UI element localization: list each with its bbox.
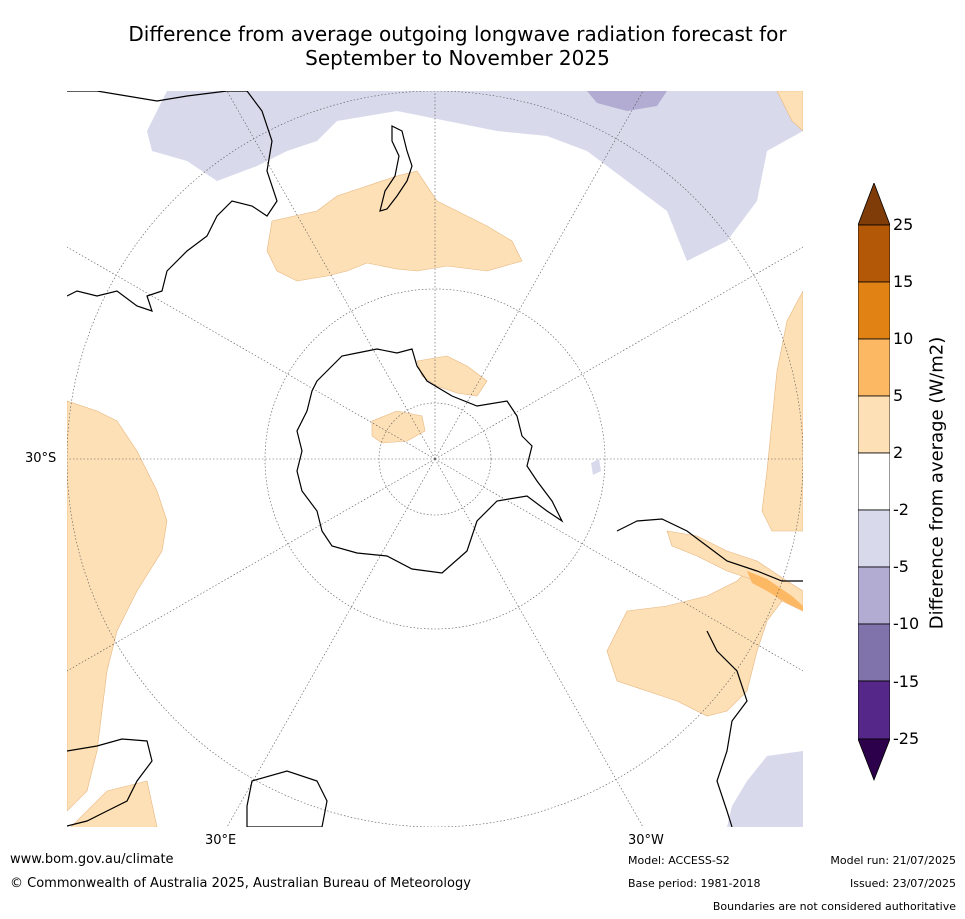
colorbar-tick: 10 <box>893 329 914 348</box>
colorbar-extend-top <box>858 183 890 226</box>
anomaly-region-antarctic-coast <box>371 410 426 444</box>
base-period-text: Base period: 1981-2018 <box>628 877 761 890</box>
colorbar-tick: -5 <box>893 557 909 576</box>
lon-label-30e: 30°E <box>205 833 237 848</box>
meridian-9 <box>434 458 803 672</box>
colorbar-band-15-25 <box>858 224 890 283</box>
colorbar-band-m15-m25 <box>858 680 890 740</box>
colorbar-tick: -25 <box>893 729 920 748</box>
polar-map <box>67 91 803 827</box>
lon-label-30w: 30°W <box>628 833 664 848</box>
colorbar-title: Difference from average (W/m2) <box>926 336 948 630</box>
anomaly-region-southeast-purple <box>727 751 803 827</box>
anomaly-region-west-indian <box>67 400 168 812</box>
model-run-text: Model run: 21/07/2025 <box>830 854 956 867</box>
title-line-2: September to November 2025 <box>305 46 610 70</box>
meridian-7 <box>434 246 803 460</box>
anomaly-region-tasman <box>266 170 523 282</box>
meridian-4 <box>226 91 436 460</box>
colorbar-tick: 25 <box>893 215 914 234</box>
copyright-text: © Commonwealth of Australia 2025, Austra… <box>10 876 471 891</box>
colorbar-band-m2-m5 <box>858 509 890 568</box>
colorbar-band-m5-m10 <box>858 566 890 625</box>
anomaly-region-small-purple <box>591 459 601 475</box>
anomaly-region-ross <box>416 355 488 397</box>
graticule <box>67 91 803 827</box>
colorbar-tick: 5 <box>893 386 904 405</box>
issued-text: Issued: 23/07/2025 <box>849 877 956 890</box>
positive-anomaly-areas <box>67 91 803 827</box>
south-america-coastline <box>616 518 803 827</box>
antarctica-coastline <box>296 348 564 574</box>
positive-anomaly-strong <box>747 571 803 611</box>
lat-label-30s: 30°S <box>25 451 57 466</box>
meridian-11 <box>434 458 644 827</box>
model-text: Model: ACCESS-S2 <box>628 854 730 867</box>
colorbar <box>858 183 890 781</box>
meridian-6 <box>67 246 436 460</box>
colorbar-tick: 2 <box>893 443 904 462</box>
anomaly-region-north-darker <box>587 91 667 111</box>
colorbar-extend-bottom <box>858 738 890 781</box>
website-link[interactable]: www.bom.gov.au/climate <box>10 852 174 867</box>
latitude-ring-60s <box>264 288 606 630</box>
australia-coastline <box>67 91 278 312</box>
colorbar-tick: -2 <box>893 500 909 519</box>
colorbar-band-2-5 <box>858 395 890 454</box>
anomaly-region-sw-corner <box>70 780 158 827</box>
meridian-8 <box>67 458 436 672</box>
colorbar-tick: 15 <box>893 272 914 291</box>
anomaly-region-south-america <box>606 560 783 717</box>
anomaly-region-andes-strong <box>747 571 803 611</box>
colorbar-band-5-10 <box>858 338 890 397</box>
disclaimer-text: Boundaries are not considered authoritat… <box>712 900 956 913</box>
anomaly-region-ne-corner <box>776 91 803 132</box>
meridian-5 <box>434 91 644 460</box>
negative-anomaly-areas <box>147 91 803 827</box>
anomaly-region-andes-strip <box>666 530 803 612</box>
anomaly-region-north-purple <box>147 91 803 261</box>
colorbar-band-neutral <box>858 452 890 511</box>
madagascar-coastline <box>246 770 328 827</box>
colorbar-tick: -15 <box>893 672 920 691</box>
chart-title: Difference from average outgoing longwav… <box>60 22 855 70</box>
colorbar-tick: -10 <box>893 614 920 633</box>
title-line-1: Difference from average outgoing longwav… <box>128 22 787 46</box>
anomaly-region-east-margin <box>761 290 803 532</box>
new-zealand-coastline <box>379 125 413 212</box>
colorbar-band-10-15 <box>858 281 890 340</box>
meridian-10 <box>226 458 436 827</box>
africa-coastline <box>67 738 153 827</box>
colorbar-band-m10-m15 <box>858 623 890 682</box>
coastlines <box>67 91 803 827</box>
